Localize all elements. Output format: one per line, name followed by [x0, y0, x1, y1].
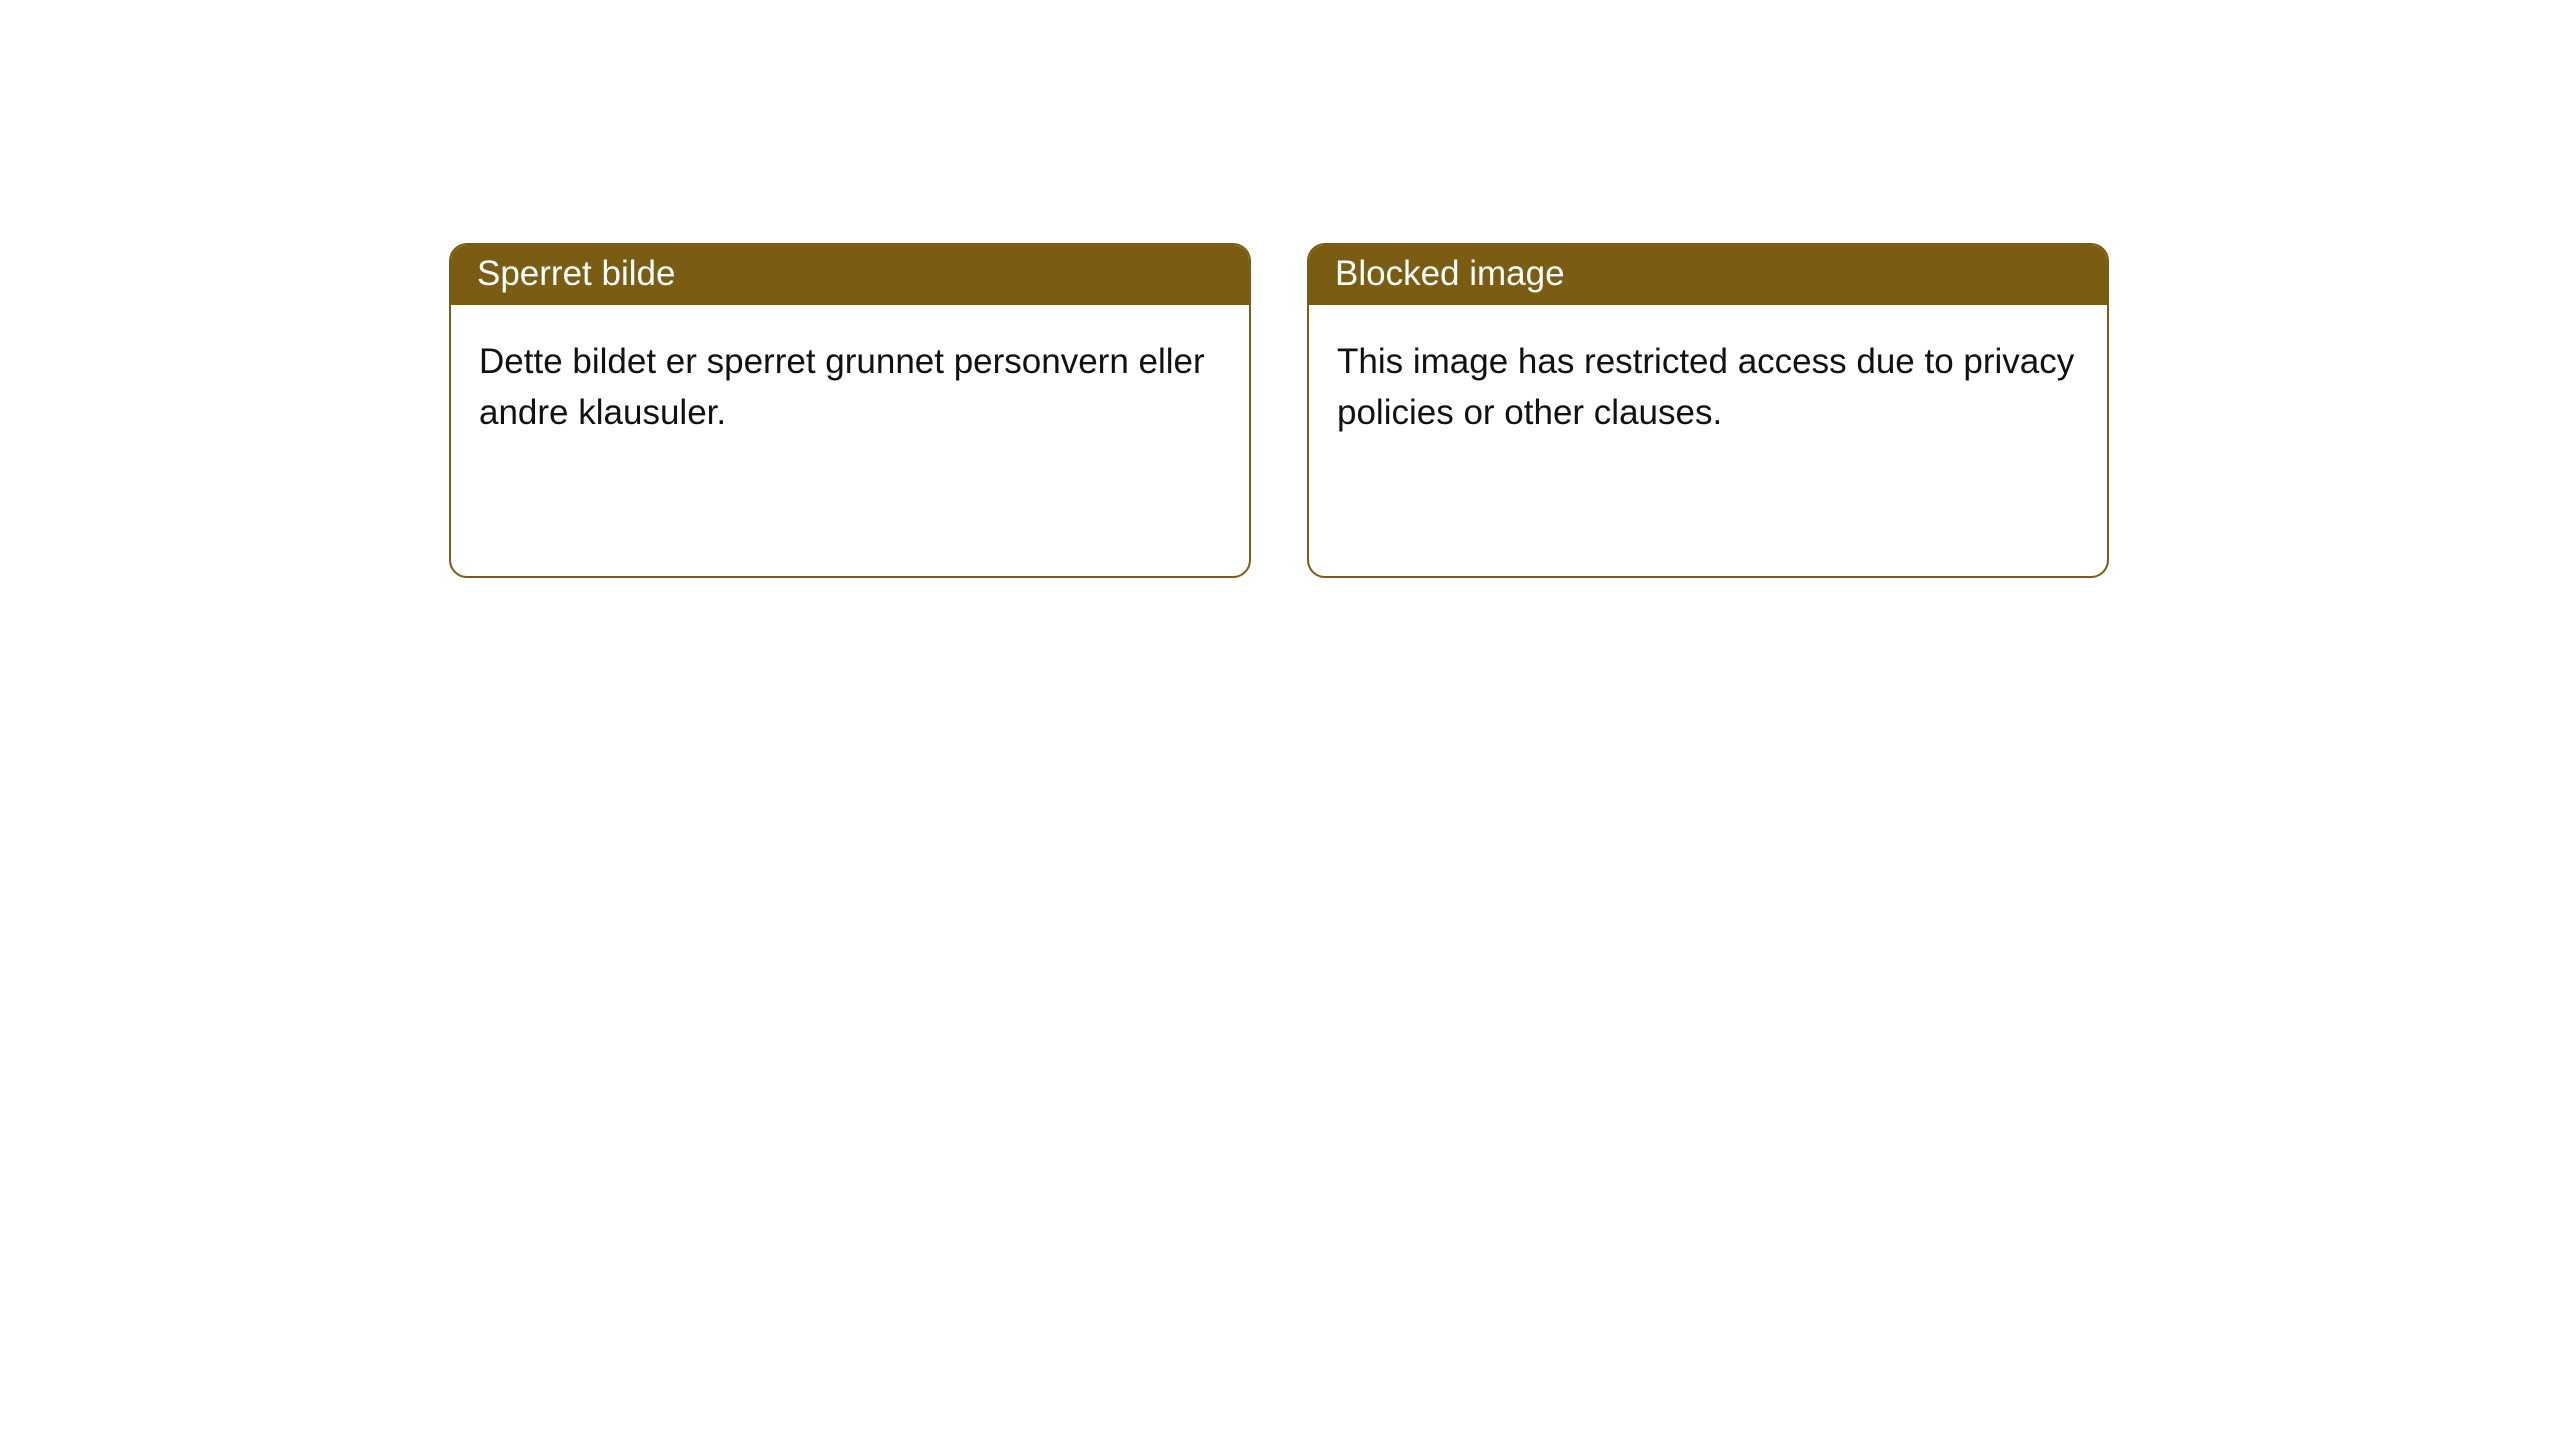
notice-title: Blocked image: [1335, 254, 1565, 293]
notice-header: Blocked image: [1309, 245, 2107, 305]
notice-body: Dette bildet er sperret grunnet personve…: [451, 305, 1249, 471]
notice-header: Sperret bilde: [451, 245, 1249, 305]
notice-body-text: Dette bildet er sperret grunnet personve…: [479, 342, 1205, 432]
notice-body: This image has restricted access due to …: [1309, 305, 2107, 471]
notice-title: Sperret bilde: [477, 254, 675, 293]
notice-body-text: This image has restricted access due to …: [1337, 342, 2074, 432]
notice-card-norwegian: Sperret bilde Dette bildet er sperret gr…: [449, 243, 1251, 578]
notice-container: Sperret bilde Dette bildet er sperret gr…: [0, 0, 2560, 578]
notice-card-english: Blocked image This image has restricted …: [1307, 243, 2109, 578]
